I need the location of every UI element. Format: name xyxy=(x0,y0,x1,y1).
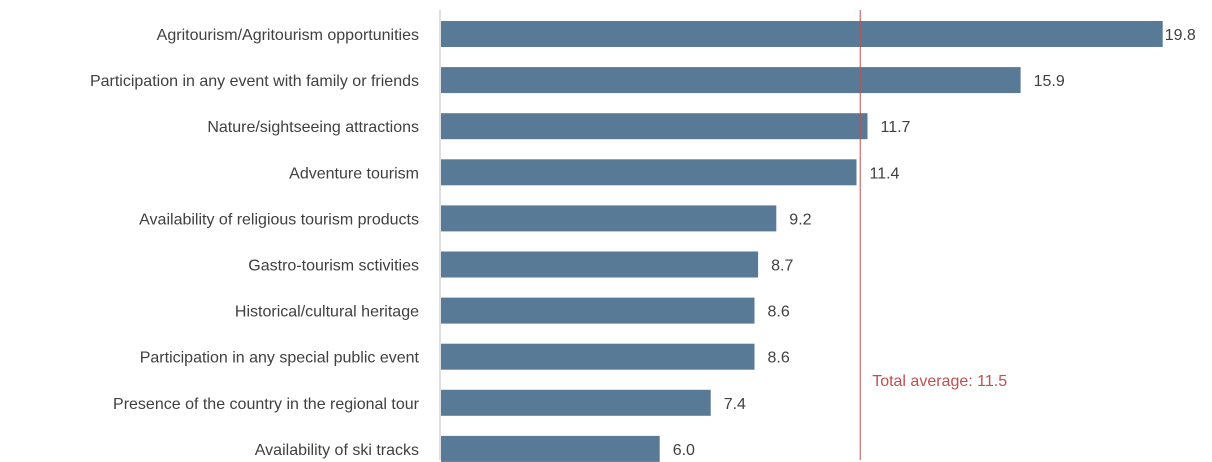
value-label: 15.9 xyxy=(1034,73,1065,90)
bar xyxy=(441,251,759,278)
value-label: 8.6 xyxy=(768,304,790,321)
value-label: 11.4 xyxy=(870,165,900,182)
average-reference-label: Total average: 11.5 xyxy=(872,373,1007,390)
bar xyxy=(441,343,755,370)
bar xyxy=(441,297,755,324)
category-label: Availability of religious tourism produc… xyxy=(139,211,419,228)
value-label: 8.7 xyxy=(771,258,793,275)
bars-layer xyxy=(441,21,1163,462)
category-label: Availability of ski tracks xyxy=(255,442,419,459)
bar xyxy=(441,113,868,140)
value-label: 11.7 xyxy=(881,119,911,136)
value-label: 9.2 xyxy=(789,211,811,228)
bar xyxy=(441,159,857,186)
category-label: Nature/sightseeing attractions xyxy=(207,119,419,136)
bar xyxy=(441,67,1021,94)
category-label: Agritourism/Agritourism opportunities xyxy=(157,27,419,44)
bar xyxy=(441,21,1163,47)
labels-layer: Agritourism/Agritourism opportunities 19.… xyxy=(90,27,1196,459)
bar xyxy=(441,389,711,416)
value-label: 6.0 xyxy=(673,442,695,459)
bar xyxy=(441,435,660,462)
category-label: Presence of the country in the regional … xyxy=(113,396,420,413)
value-label: 19.8 xyxy=(1165,27,1196,44)
category-label: Adventure tourism xyxy=(289,165,419,182)
category-label: Participation in any special public even… xyxy=(140,350,420,367)
category-label: Historical/cultural heritage xyxy=(235,304,419,321)
category-label: Participation in any event with family o… xyxy=(90,73,419,90)
bar xyxy=(441,205,777,232)
value-label: 7.4 xyxy=(724,396,746,413)
value-label: 8.6 xyxy=(768,350,790,367)
category-label: Gastro-tourism sctivities xyxy=(248,258,419,275)
